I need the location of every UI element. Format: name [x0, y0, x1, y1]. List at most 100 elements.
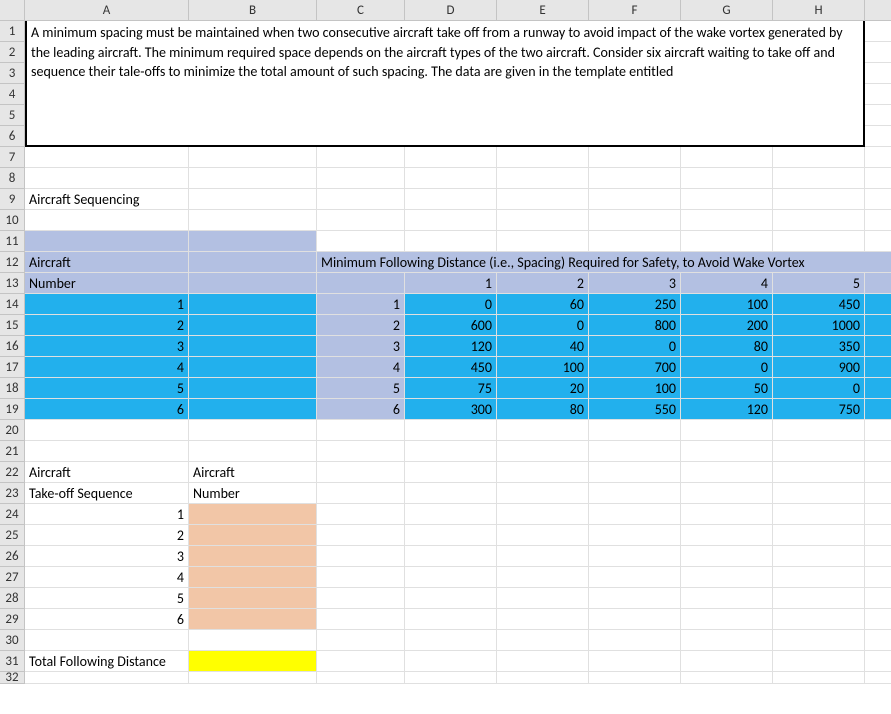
- cell-G23[interactable]: [681, 483, 773, 504]
- total-follow-label[interactable]: Total Following Distance: [25, 651, 189, 672]
- row-header-13[interactable]: 13: [0, 273, 25, 294]
- col-header-H[interactable]: H: [773, 0, 865, 21]
- row-header-11[interactable]: 11: [0, 231, 25, 252]
- cell-I11[interactable]: [865, 231, 891, 252]
- cell-A8[interactable]: [25, 168, 189, 189]
- cell-C24[interactable]: [317, 504, 405, 525]
- cell-H26[interactable]: [773, 546, 865, 567]
- cell-B17[interactable]: [189, 357, 317, 378]
- col-header-A[interactable]: A: [25, 0, 189, 21]
- m-5-2[interactable]: 550: [589, 399, 681, 420]
- cell-I24[interactable]: [865, 504, 891, 525]
- cell-I10[interactable]: [865, 210, 891, 231]
- m-1-0[interactable]: 600: [405, 315, 497, 336]
- col-header-C[interactable]: C: [317, 0, 405, 21]
- cell-C31[interactable]: [317, 651, 405, 672]
- cell-E9[interactable]: [497, 189, 589, 210]
- m-2-0[interactable]: 120: [405, 336, 497, 357]
- cell-B14[interactable]: [189, 294, 317, 315]
- seq-input-6[interactable]: [189, 609, 317, 630]
- m-1-5[interactable]: 400: [865, 315, 891, 336]
- cell-E31[interactable]: [497, 651, 589, 672]
- cell-F31[interactable]: [589, 651, 681, 672]
- cell-B10[interactable]: [189, 210, 317, 231]
- col-header-I[interactable]: I: [865, 0, 891, 21]
- cell-G11[interactable]: [681, 231, 773, 252]
- seq-6[interactable]: 6: [25, 609, 189, 630]
- cell-I20[interactable]: [865, 420, 891, 441]
- cell-I8[interactable]: [865, 168, 891, 189]
- row-header-1[interactable]: 1: [0, 21, 25, 42]
- follow-header[interactable]: Minimum Following Distance (i.e., Spacin…: [317, 252, 891, 273]
- m-3-4[interactable]: 900: [773, 357, 865, 378]
- cell-B7[interactable]: [189, 147, 317, 168]
- row-header-30[interactable]: 30: [0, 630, 25, 651]
- matrix-col-1[interactable]: 1: [405, 273, 497, 294]
- cell-C8[interactable]: [317, 168, 405, 189]
- cell-I22[interactable]: [865, 462, 891, 483]
- cell-F32[interactable]: [589, 672, 681, 684]
- cell-B9[interactable]: [189, 189, 317, 210]
- m-0-0[interactable]: 0: [405, 294, 497, 315]
- cell-I6[interactable]: [865, 126, 891, 147]
- cell-F20[interactable]: [589, 420, 681, 441]
- cell-C28[interactable]: [317, 588, 405, 609]
- seq-1[interactable]: 1: [25, 504, 189, 525]
- cell-F29[interactable]: [589, 609, 681, 630]
- cell-C25[interactable]: [317, 525, 405, 546]
- cell-I32[interactable]: [865, 672, 891, 684]
- m-5-1[interactable]: 80: [497, 399, 589, 420]
- cell-E7[interactable]: [497, 147, 589, 168]
- cell-A20[interactable]: [25, 420, 189, 441]
- m-5-3[interactable]: 120: [681, 399, 773, 420]
- row-header-21[interactable]: 21: [0, 441, 25, 462]
- cell-G24[interactable]: [681, 504, 773, 525]
- cell-E29[interactable]: [497, 609, 589, 630]
- cell-F27[interactable]: [589, 567, 681, 588]
- cell-H10[interactable]: [773, 210, 865, 231]
- row-header-17[interactable]: 17: [0, 357, 25, 378]
- cell-F8[interactable]: [589, 168, 681, 189]
- seq-input-2[interactable]: [189, 525, 317, 546]
- row-header-8[interactable]: 8: [0, 168, 25, 189]
- cell-E11[interactable]: [497, 231, 589, 252]
- cell-D7[interactable]: [405, 147, 497, 168]
- m-4-1[interactable]: 20: [497, 378, 589, 399]
- row-header-12[interactable]: 12: [0, 252, 25, 273]
- cell-B30[interactable]: [189, 630, 317, 651]
- aircraft-num-4[interactable]: 4: [25, 357, 189, 378]
- takeoff-seq-label[interactable]: Take-off Sequence: [25, 483, 189, 504]
- cell-D8[interactable]: [405, 168, 497, 189]
- cell-G32[interactable]: [681, 672, 773, 684]
- cell-G8[interactable]: [681, 168, 773, 189]
- cell-H25[interactable]: [773, 525, 865, 546]
- cell-F28[interactable]: [589, 588, 681, 609]
- cell-C22[interactable]: [317, 462, 405, 483]
- row-header-5[interactable]: 5: [0, 105, 25, 126]
- seq-input-4[interactable]: [189, 567, 317, 588]
- cell-H20[interactable]: [773, 420, 865, 441]
- number-label-2[interactable]: Number: [189, 483, 317, 504]
- cell-E25[interactable]: [497, 525, 589, 546]
- aircraft-num-3[interactable]: 3: [25, 336, 189, 357]
- cell-E24[interactable]: [497, 504, 589, 525]
- row-header-9[interactable]: 9: [0, 189, 25, 210]
- cell-C20[interactable]: [317, 420, 405, 441]
- cell-G9[interactable]: [681, 189, 773, 210]
- matrix-col-5[interactable]: 5: [773, 273, 865, 294]
- cell-C23[interactable]: [317, 483, 405, 504]
- m-5-4[interactable]: 750: [773, 399, 865, 420]
- cell-I23[interactable]: [865, 483, 891, 504]
- aircraft-num-1[interactable]: 1: [25, 294, 189, 315]
- matrix-row-5[interactable]: 5: [317, 378, 405, 399]
- cell-E21[interactable]: [497, 441, 589, 462]
- m-4-5[interactable]: 90: [865, 378, 891, 399]
- cell-E20[interactable]: [497, 420, 589, 441]
- cell-D27[interactable]: [405, 567, 497, 588]
- cell-G28[interactable]: [681, 588, 773, 609]
- cell-C11[interactable]: [317, 231, 405, 252]
- row-header-25[interactable]: 25: [0, 525, 25, 546]
- cell-D24[interactable]: [405, 504, 497, 525]
- cell-I9[interactable]: [865, 189, 891, 210]
- cell-E8[interactable]: [497, 168, 589, 189]
